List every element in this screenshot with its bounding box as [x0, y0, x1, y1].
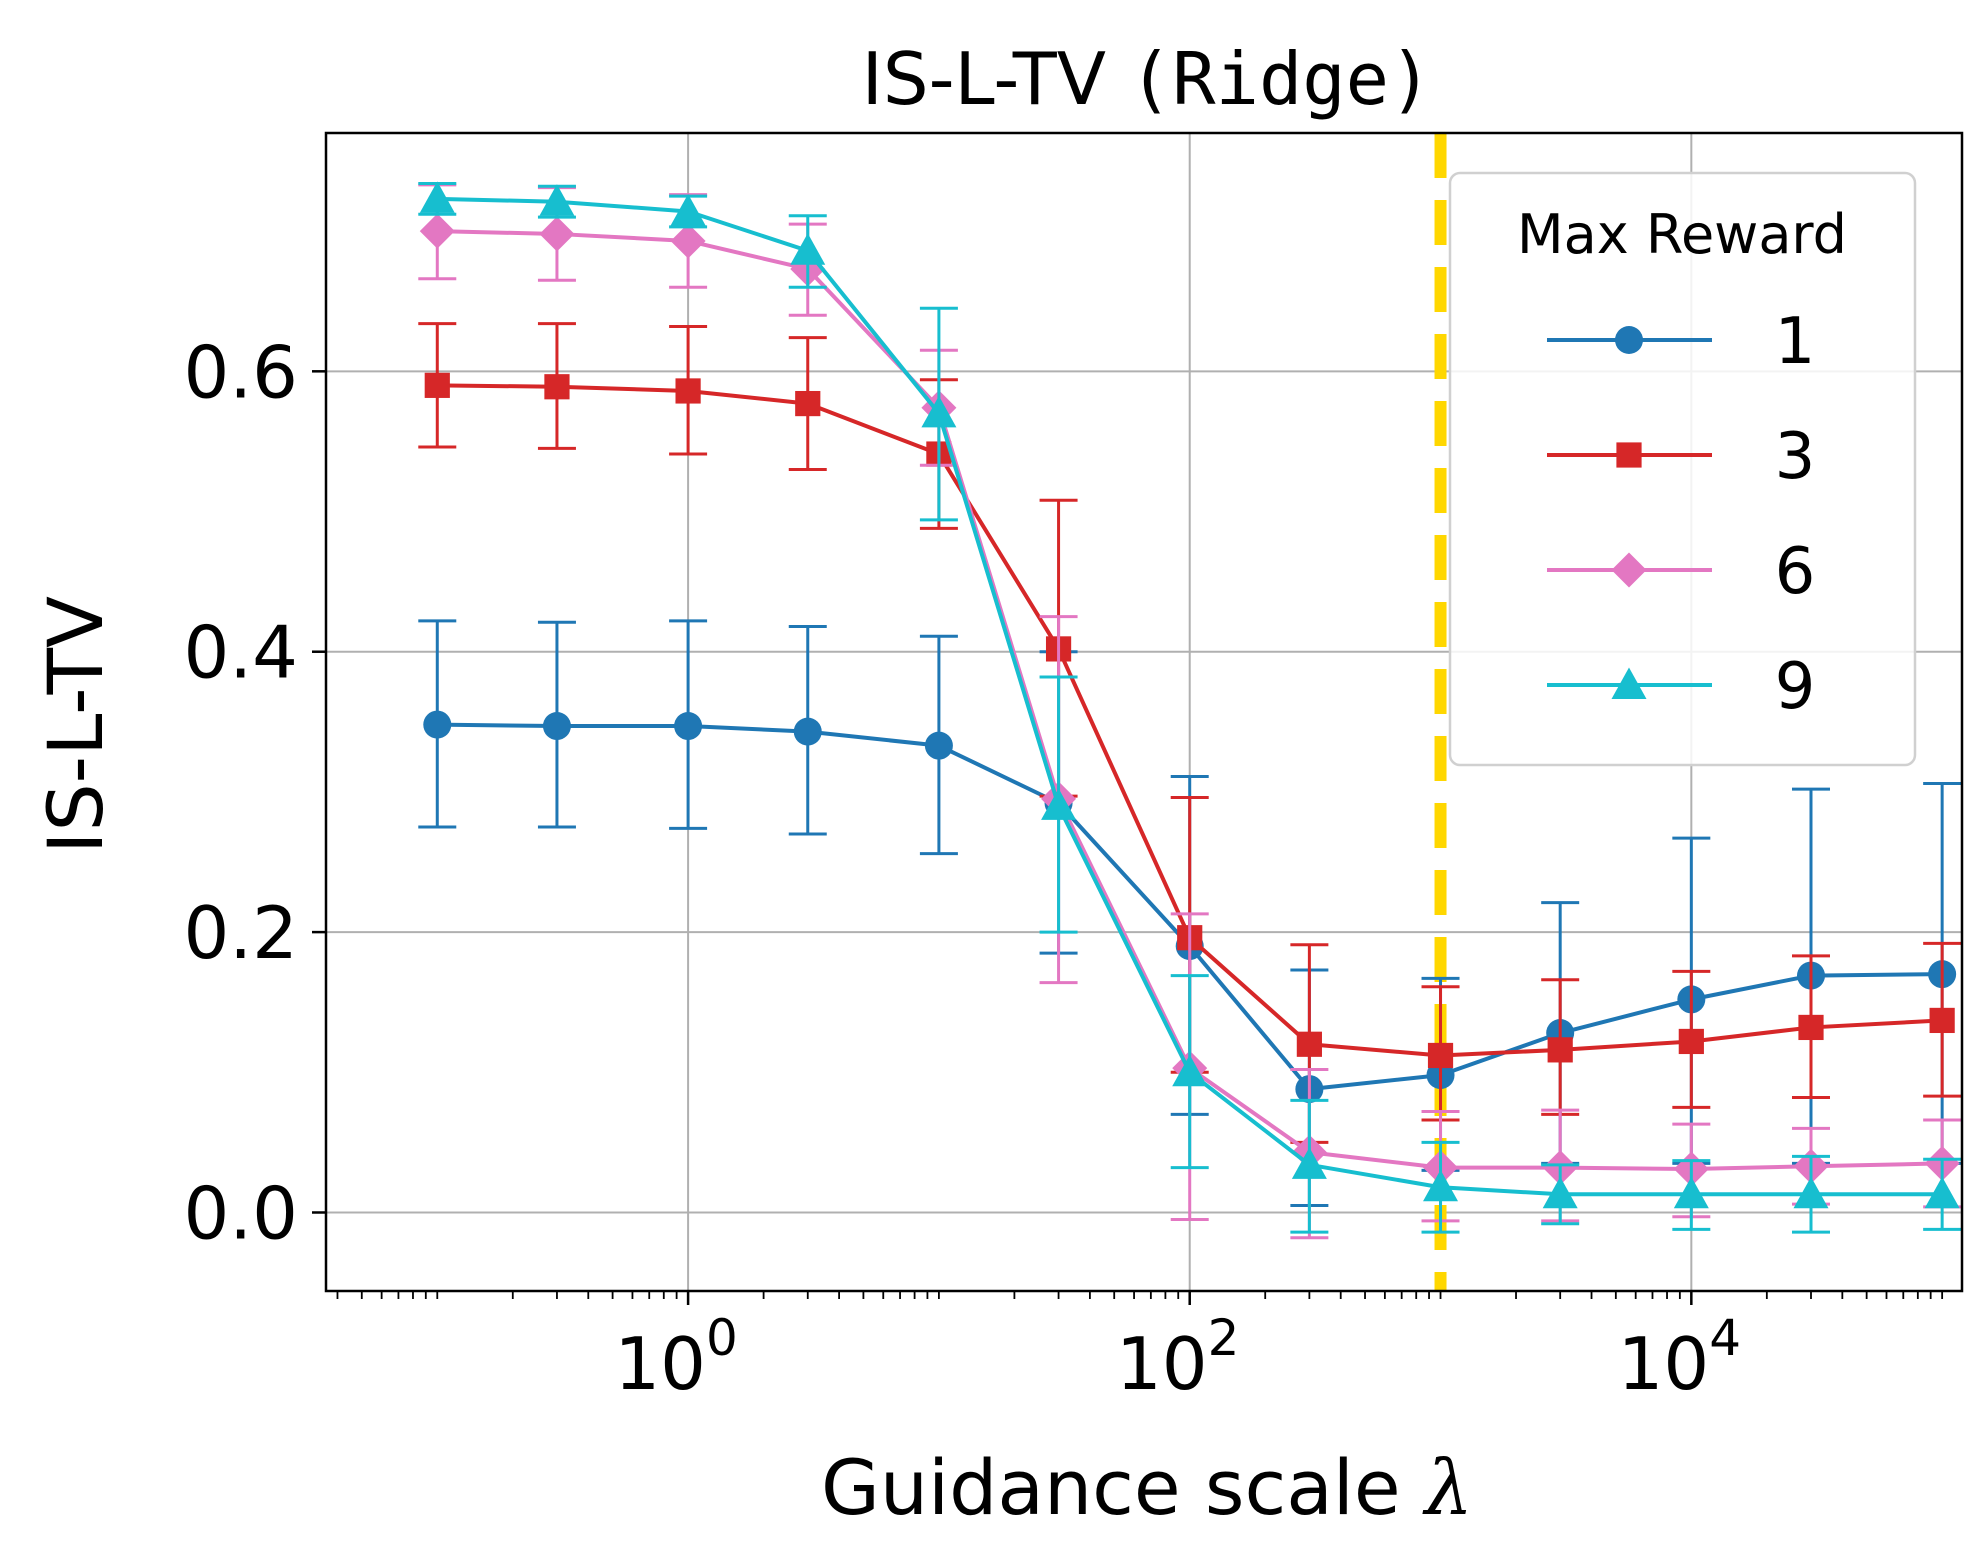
- point-9-7: [1291, 1147, 1327, 1179]
- y-tick-label-0: 0.0: [183, 1171, 298, 1255]
- x-tick-exponent: 0: [706, 1309, 738, 1367]
- legend-label-3: 3: [1775, 420, 1816, 494]
- point-9-8: [1423, 1169, 1459, 1202]
- point-9-4: [921, 395, 957, 428]
- x-tick-base: 10: [1618, 1322, 1710, 1406]
- point-9-2: [670, 194, 706, 226]
- point-1-0: [423, 710, 452, 739]
- legend: Max Reward 1 3 6 9: [1448, 171, 1917, 767]
- legend-marker-1: [1615, 326, 1643, 354]
- point-9-3: [790, 233, 826, 265]
- point-6-0: [419, 213, 455, 249]
- point-3-8: [1427, 1042, 1454, 1069]
- x-tick-base: 10: [614, 1322, 706, 1406]
- point-3-3: [795, 390, 821, 417]
- point-6-2: [670, 223, 706, 259]
- point-3-1: [544, 374, 570, 400]
- y-tick-label-2: 0.4: [183, 611, 298, 695]
- plot-frame: [324, 131, 1964, 1293]
- series-9: [418, 181, 1962, 1234]
- point-9-11: [1793, 1176, 1829, 1209]
- point-9-9: [1542, 1176, 1578, 1209]
- legend-label-6: 6: [1775, 535, 1816, 609]
- x-tick-exponent: 4: [1709, 1309, 1741, 1367]
- point-9-1: [539, 184, 575, 216]
- x-tick-label-2: 104: [1618, 1309, 1741, 1406]
- point-9-12: [1924, 1176, 1960, 1209]
- point-3-10: [1678, 1028, 1704, 1055]
- x-tick-label-1: 102: [1116, 1309, 1239, 1406]
- y-tick-label-1: 0.2: [183, 891, 298, 975]
- point-1-4: [924, 731, 953, 760]
- y-axis-label: IS-L-TV: [31, 596, 120, 854]
- legend-entries: 1 3 6 9: [1547, 305, 1815, 724]
- legend-marker-3: [1616, 442, 1642, 468]
- point-1-3: [793, 717, 822, 746]
- x-tick-exponent: 2: [1208, 1309, 1240, 1367]
- x-axis-label-text: Guidance scale: [821, 1443, 1401, 1532]
- legend-label-1: 1: [1775, 305, 1816, 379]
- legend-title: Max Reward: [1517, 203, 1847, 266]
- chart-title: IS-L-TV (Ridge): [862, 37, 1433, 121]
- chart-title-suffix: (Ridge): [1129, 37, 1432, 121]
- point-1-1: [542, 712, 571, 741]
- series-layer: [418, 181, 1962, 1240]
- point-3-12: [1929, 1007, 1955, 1034]
- point-9-10: [1673, 1176, 1709, 1209]
- point-1-2: [674, 712, 703, 741]
- legend-marker-6: [1611, 552, 1647, 588]
- point-3-11: [1798, 1014, 1824, 1041]
- x-axis-label-symbol: λ: [1422, 1443, 1473, 1532]
- point-9-5: [1041, 788, 1077, 820]
- point-9-0: [419, 181, 455, 213]
- point-9-6: [1172, 1054, 1208, 1087]
- y-tick-label-3: 0.6: [183, 330, 298, 414]
- point-6-1: [539, 216, 575, 252]
- point-3-9: [1547, 1037, 1573, 1063]
- point-3-7: [1296, 1031, 1322, 1057]
- x-tick-label-0: 100: [614, 1309, 737, 1406]
- legend-label-9: 9: [1775, 650, 1816, 724]
- x-tick-base: 10: [1116, 1322, 1208, 1406]
- point-3-0: [424, 372, 450, 398]
- chart-title-main: IS-L-TV: [862, 37, 1106, 121]
- point-3-2: [675, 378, 701, 404]
- legend-marker-9: [1611, 667, 1647, 699]
- x-axis-label: Guidance scale λ: [821, 1443, 1473, 1532]
- legend-box: [1448, 171, 1917, 767]
